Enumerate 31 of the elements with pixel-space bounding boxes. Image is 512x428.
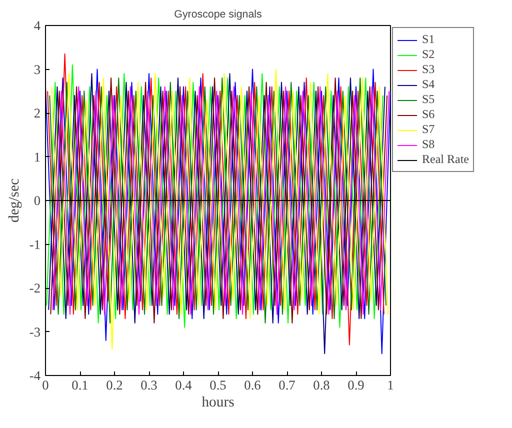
y-tick-label: 0	[34, 193, 41, 208]
chart-title: Gyroscope signals	[174, 8, 262, 20]
y-tick-label: 2	[34, 106, 41, 120]
legend-label: S6	[422, 107, 436, 122]
x-tick-label: 0.2	[106, 378, 123, 392]
legend-label: S5	[422, 92, 436, 107]
y-tick-label: -3	[29, 324, 41, 340]
legend-label: S3	[422, 62, 436, 77]
y-tick-label: 1	[34, 149, 41, 164]
legend-label: Real Rate	[422, 152, 469, 167]
legend-label: S8	[422, 137, 436, 152]
x-tick-label: 0.8	[313, 378, 330, 392]
x-tick-label: 0.7	[278, 378, 296, 392]
y-tick-label: 4	[34, 18, 41, 33]
legend-label: S4	[422, 77, 436, 92]
y-tick-label: 3	[34, 62, 41, 77]
y-tick-label: -4	[29, 368, 41, 383]
legend-label: S7	[422, 122, 436, 137]
x-tick-label: 0.6	[244, 378, 262, 392]
x-tick-label: 0.9	[348, 378, 365, 392]
x-tick-label: 0.5	[210, 378, 227, 392]
x-axis-title: hours	[202, 394, 235, 410]
y-tick-label: -1	[29, 236, 41, 252]
x-tick-label: 0.3	[140, 378, 158, 392]
x-tick-label: 1	[387, 378, 394, 392]
x-tick-label: 0.1	[72, 378, 88, 392]
x-tick-label: 0.4	[175, 378, 192, 392]
legend-label: S2	[422, 47, 436, 62]
y-tick-label: -2	[29, 280, 41, 296]
legend-label: S1	[422, 32, 436, 47]
y-axis-title: deg/sec	[6, 178, 22, 222]
